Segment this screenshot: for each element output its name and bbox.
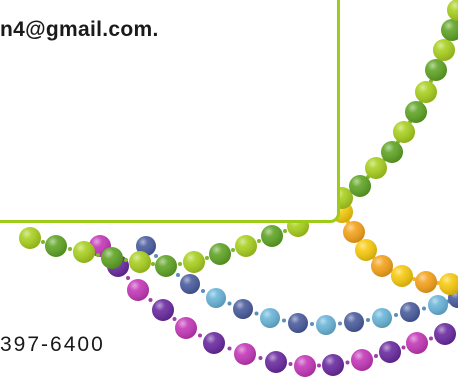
blue-strand-bead-highlight [400, 302, 420, 322]
purple-strand-bead-highlight [265, 351, 287, 373]
purple-strand-bead-highlight [234, 343, 256, 365]
purple-strand-bead-highlight [127, 279, 149, 301]
purple-strand-spacer [401, 345, 406, 350]
purple-strand-bead-highlight [379, 341, 401, 363]
green-strand-spacer [151, 262, 155, 266]
green-strand-spacer [205, 256, 209, 260]
purple-strand-spacer [227, 346, 232, 351]
yellow-strand-bead-highlight [371, 255, 393, 277]
green-strand-spacer [257, 239, 261, 243]
purple-strand-bead-highlight [152, 299, 174, 321]
blue-strand-spacer [422, 306, 426, 311]
blue-strand-bead-highlight [180, 274, 200, 294]
green-strand-bead-highlight [447, 0, 458, 21]
green-strand-spacer [283, 229, 287, 233]
blue-strand-spacer [154, 254, 158, 258]
purple-strand-spacer [198, 333, 202, 338]
purple-strand-spacer [429, 336, 433, 341]
green-strand-spacer [41, 240, 45, 244]
blue-strand-spacer [201, 289, 205, 293]
green-strand-spacer [124, 258, 128, 262]
yellow-strand-bead-highlight [439, 273, 458, 295]
green-strand-bead-highlight [365, 157, 387, 179]
blue-strand-spacer [310, 322, 314, 326]
green-strand-bead-highlight [45, 235, 67, 257]
green-strand-bead-highlight [155, 255, 177, 277]
email-address[interactable]: n4@gmail.com. [0, 18, 159, 41]
purple-strand-bead-highlight [203, 332, 225, 354]
purple-strand-bead-highlight [351, 349, 373, 371]
blue-strand-spacer [227, 301, 232, 306]
purple-strand-bead-highlight [406, 332, 428, 354]
green-strand-bead-highlight [101, 247, 123, 269]
contact-card [0, 0, 340, 223]
green-strand-bead-highlight [183, 251, 205, 273]
green-strand-bead-highlight [209, 243, 231, 265]
blue-strand-bead-highlight [344, 312, 364, 332]
purple-strand-spacer [345, 360, 350, 365]
green-strand-spacer [178, 262, 182, 266]
purple-strand-spacer [126, 276, 130, 280]
green-strand-bead-highlight [441, 19, 458, 41]
green-strand-spacer [231, 248, 235, 252]
purple-strand-bead-highlight [434, 323, 456, 345]
blue-strand-bead-highlight [136, 236, 156, 256]
phone-number[interactable]: 397-6400 [0, 333, 105, 356]
purple-strand-spacer [374, 354, 378, 358]
yellow-strand-spacer [412, 277, 416, 281]
blue-strand-bead-highlight [233, 299, 253, 319]
blue-strand-bead-highlight [206, 288, 226, 308]
blue-strand-bead-highlight [428, 295, 448, 315]
blue-strand-bead-highlight [372, 308, 392, 328]
yellow-strand-bead-highlight [355, 239, 377, 261]
green-strand-bead-highlight [73, 241, 95, 263]
green-strand-bead-highlight [433, 39, 455, 61]
purple-strand-bead-highlight [322, 354, 344, 376]
blue-strand-bead-highlight [260, 308, 280, 328]
green-strand-bead-highlight [381, 141, 403, 163]
green-strand-bead-highlight [19, 227, 41, 249]
green-strand-bead-highlight [349, 175, 371, 197]
blue-strand-spacer [394, 313, 398, 317]
green-strand-bead-highlight [425, 59, 447, 81]
yellow-strand-bead-highlight [343, 221, 365, 243]
blue-strand-spacer [176, 273, 180, 277]
purple-strand-spacer [258, 356, 263, 360]
green-strand-bead-highlight [235, 235, 257, 257]
purple-strand-bead-highlight [175, 317, 197, 339]
blue-strand-bead-highlight [288, 313, 308, 333]
blue-strand-spacer [338, 321, 342, 326]
green-strand-bead-highlight [405, 101, 427, 123]
green-strand-bead-highlight [393, 121, 415, 143]
blue-strand-spacer [366, 318, 370, 322]
blue-strand-spacer [254, 311, 259, 316]
purple-strand-spacer [288, 362, 293, 366]
green-strand-bead-highlight [261, 225, 283, 247]
purple-strand-spacer [172, 317, 177, 321]
yellow-strand-bead-highlight [391, 265, 413, 287]
green-strand-bead-highlight [129, 251, 151, 273]
green-strand-spacer [96, 253, 100, 257]
blue-strand-spacer [282, 318, 286, 323]
purple-strand-spacer [148, 298, 153, 302]
green-strand-spacer [68, 247, 72, 251]
purple-strand-bead-highlight [294, 355, 316, 377]
purple-strand-spacer [317, 363, 321, 368]
yellow-strand-bead-highlight [415, 271, 437, 293]
blue-strand-bead-highlight [316, 315, 336, 335]
green-strand-bead-highlight [415, 81, 437, 103]
